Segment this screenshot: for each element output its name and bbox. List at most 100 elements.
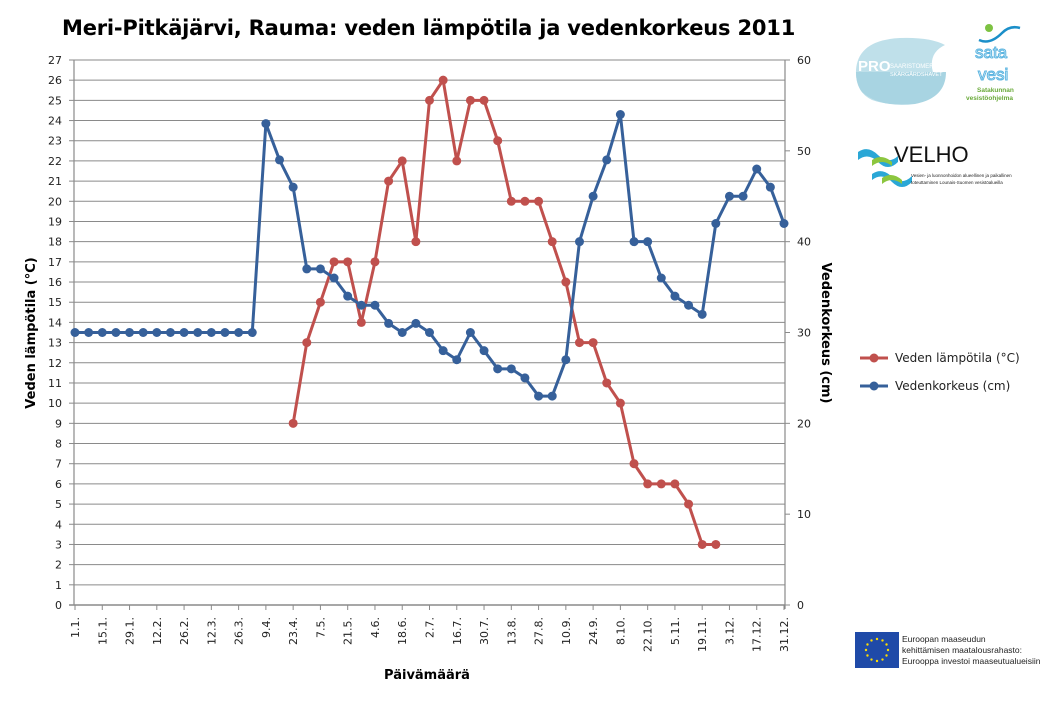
data-point-water-level [302,264,312,274]
y-left-tick-label: 1 [55,579,62,592]
velho-sub-2: toteuttaminen Lounais-Suomen vesistöalue… [911,180,1003,185]
y-left-tick-label: 22 [48,155,62,168]
pro-saaristomeri-logo: PRO SAARISTOMERI SKÄRGÅRDSHAVET [855,37,946,105]
legend: Veden lämpötila (°C) Vedenkorkeus (cm) [860,351,1020,393]
series-line-temperature [291,78,716,546]
y-left-tick-label: 21 [48,175,62,188]
data-point-water-level [138,328,148,337]
data-point-temperature [656,479,666,489]
data-point-temperature [479,95,489,105]
x-tick-label: 24.9. [587,617,600,645]
data-point-water-level [275,155,285,165]
legend-marker-water-level [869,381,879,391]
velho-sub-1: Vesien- ja luonnonhoidon alueellinen ja … [911,173,1012,178]
data-point-temperature [302,338,312,348]
data-point-temperature [343,257,353,267]
vesi-text: vesi [978,65,1008,84]
data-point-water-level [588,191,598,201]
x-tick-label: 12.2. [151,617,164,645]
y-right-tick-label: 30 [797,327,811,340]
x-tick-label: 7.5. [314,617,327,638]
x-tick-label: 15.1. [96,617,109,645]
x-tick-label: 19.11. [696,617,709,652]
data-point-temperature [534,196,544,206]
data-point-temperature [288,418,298,428]
eu-star [885,654,888,657]
sata-vesi-dot [985,24,993,32]
data-point-temperature [411,237,421,247]
eu-star [881,639,884,642]
sata-text: sata [975,43,1008,62]
data-point-water-level [370,300,380,310]
data-point-water-level [247,328,257,337]
eu-flag [855,632,899,668]
y-left-tick-label: 15 [48,296,62,309]
x-tick-label: 9.4. [260,617,273,638]
data-point-water-level [70,328,80,337]
data-point-temperature [438,75,448,85]
eu-star [864,648,868,652]
y-right-tick-label: 10 [797,508,811,521]
data-point-water-level [411,318,421,328]
eu-star [886,648,890,652]
data-point-water-level [425,328,434,337]
y-axis-right-title: Vedenkorkeus (cm) [818,263,833,404]
y-right-tick-label: 60 [797,54,811,67]
x-tick-label: 17.12. [751,617,764,652]
data-point-water-level [179,328,189,337]
y-left-tick-label: 12 [48,357,62,370]
gridlines [74,59,785,606]
y-left-tick-label: 20 [48,195,62,208]
chart-title: Meri-Pitkäjärvi, Rauma: veden lämpötila … [62,16,796,40]
y-right-tick-label: 40 [797,236,811,249]
pro-logo-subtext-1: SAARISTOMERI [890,64,936,70]
x-tick-label: 1.1. [69,617,82,638]
eu-logo: Euroopan maaseudun kehittämisen maatalou… [855,632,1040,668]
sata-vesi-logo: sata vesi Satakunnan vesistöohjelma [966,24,1021,102]
sata-vesi-sub-2: vesistöohjelma [966,95,1013,102]
data-point-water-level [206,328,216,337]
velho-logo: VELHO Vesien- ja luonnonhoidon alueellin… [858,142,1012,187]
eu-star [875,637,879,641]
data-point-temperature [643,479,653,489]
data-point-water-level [84,328,94,337]
y-left-tick-label: 6 [55,478,62,491]
sata-vesi-sub-1: Satakunnan [977,87,1014,94]
x-tick-label: 18.6. [396,617,409,645]
data-point-temperature [425,95,434,105]
data-point-temperature [670,479,680,489]
y-left-tick-label: 10 [48,397,62,410]
data-point-water-level [343,291,353,301]
data-point-water-level [656,273,666,283]
y-left-tick-label: 16 [48,276,62,289]
data-point-water-level [629,237,639,247]
series-temperature [288,75,721,549]
x-tick-label: 30.7. [478,617,491,645]
data-point-water-level [125,328,135,337]
x-tick-label: 2.7. [424,617,437,638]
data-point-water-level [111,328,121,337]
x-tick-label: 23.4. [287,617,300,645]
y-left-tick-label: 7 [55,458,62,471]
y-left-tick-label: 5 [55,498,62,511]
x-tick-label: 12.3. [205,617,218,645]
data-point-water-level [602,155,612,165]
data-point-water-level [684,300,694,310]
eu-star [866,654,869,657]
eu-star [885,643,888,646]
eu-star [866,643,869,646]
data-point-water-level [193,328,203,337]
data-point-water-level [520,373,530,383]
pro-logo-text: PRO [858,58,891,75]
data-point-water-level [711,219,721,228]
y-right-tick-label: 50 [797,145,811,158]
data-point-temperature [315,297,325,307]
x-tick-label: 21.5. [342,617,355,645]
y-left-tick-label: 14 [48,316,62,329]
data-point-water-level [397,328,407,337]
data-point-water-level [506,364,516,374]
x-tick-label: 27.8. [533,617,546,645]
y-axis-left-title: Veden lämpötila (°C) [24,257,39,408]
y-left-tick-label: 26 [48,74,62,87]
